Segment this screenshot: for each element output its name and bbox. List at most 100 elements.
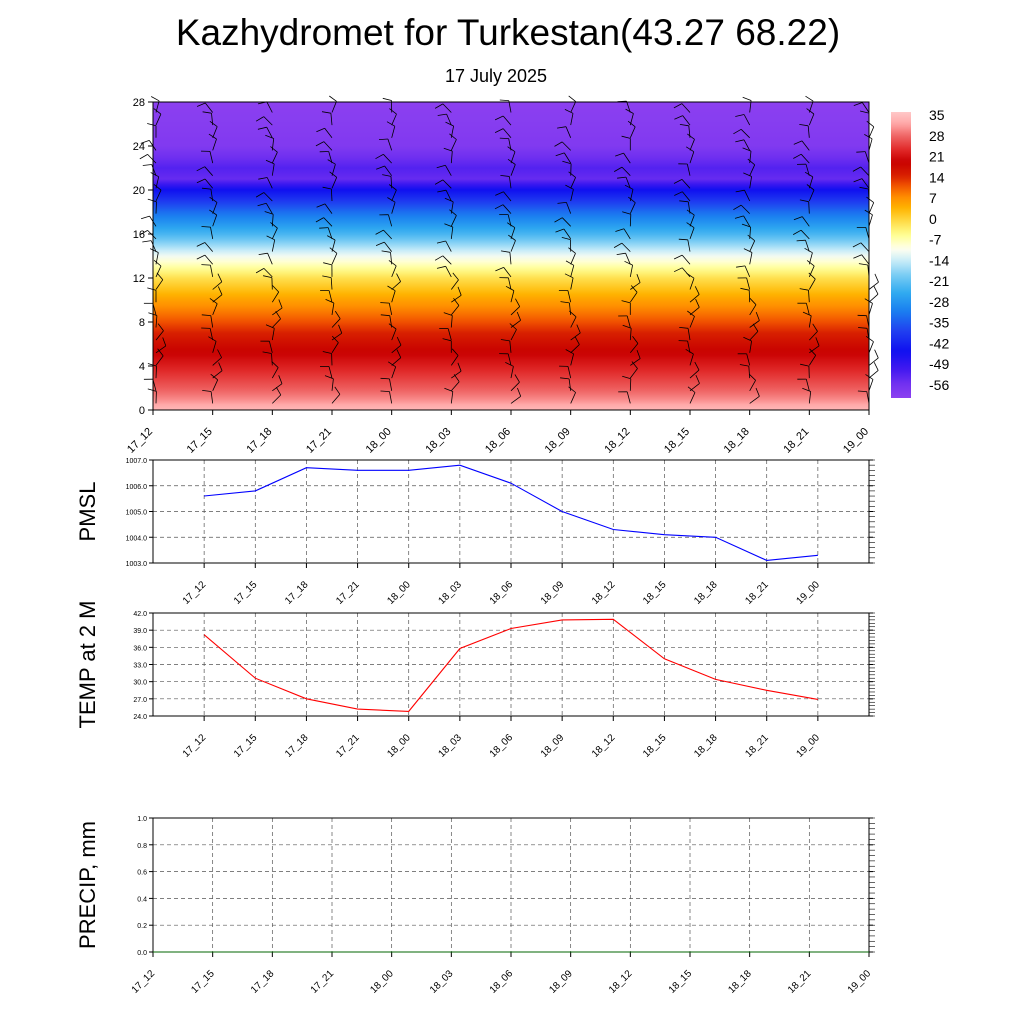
- x-tick-label: 17_21: [304, 426, 334, 456]
- wind-barb: [272, 307, 283, 316]
- wind-barb-feather: [860, 110, 869, 114]
- wind-barb-feather: [315, 217, 324, 223]
- wind-barb-feather: [375, 241, 385, 246]
- wind-barb-feather: [678, 238, 688, 241]
- wind-barb-feather: [388, 260, 397, 267]
- wind-barb-feather: [793, 140, 803, 145]
- wind-barb-feather: [449, 209, 457, 216]
- wind-barb: [503, 267, 512, 278]
- wind-barb-feather: [616, 252, 626, 255]
- wind-barb: [388, 214, 393, 227]
- wind-barb-feather: [793, 216, 803, 221]
- wind-barb: [445, 266, 452, 278]
- colorbar-label: 28: [929, 128, 945, 144]
- wind-barb-feather: [329, 247, 338, 254]
- wind-barb-feather: [278, 375, 283, 384]
- wind-barb-feather: [147, 388, 157, 392]
- wind-barb-feather: [560, 377, 570, 380]
- wind-barb-feather: [500, 339, 510, 342]
- wind-barb: [323, 141, 333, 151]
- wind-barb-feather: [808, 272, 816, 280]
- wind-barb: [749, 304, 757, 316]
- x-tick-label: 19_00: [795, 579, 823, 607]
- x-tick-label: 18_12: [607, 968, 635, 996]
- x-tick-label: 18_09: [539, 579, 567, 607]
- wind-barb-feather: [387, 361, 396, 368]
- x-tick-label: 18_18: [726, 968, 754, 996]
- wind-barb-feather: [799, 124, 809, 127]
- wind-barb: [808, 355, 817, 366]
- colorbar-label: 21: [929, 149, 945, 165]
- wind-barb-feather: [873, 286, 879, 295]
- wind-barb-feather: [434, 179, 444, 185]
- wind-barb: [749, 395, 760, 404]
- wind-barb-feather: [874, 349, 879, 359]
- wind-barb-feather: [331, 335, 339, 343]
- wind-barb: [689, 353, 694, 366]
- wind-barb: [687, 340, 691, 353]
- wind-barb: [868, 138, 873, 151]
- wind-barb-feather: [443, 147, 453, 152]
- wind-barb-feather: [149, 248, 159, 253]
- wind-barb: [749, 240, 756, 252]
- wind-barb-feather: [864, 134, 873, 140]
- wind-barb: [391, 126, 396, 138]
- wind-barb: [687, 201, 691, 214]
- wind-barb-feather: [375, 153, 384, 160]
- x-tick-label: 19_00: [795, 732, 823, 760]
- wind-barb: [510, 164, 516, 176]
- wind-barb: [567, 366, 572, 379]
- wind-barb-feather: [516, 311, 521, 321]
- x-tick-label: 17_21: [334, 732, 362, 760]
- wind-barb-feather: [316, 127, 325, 133]
- wind-barb: [749, 320, 760, 328]
- wind-barb: [155, 355, 164, 366]
- wind-barb: [808, 100, 814, 113]
- wind-barb: [155, 189, 162, 202]
- wind-barb-feather: [622, 375, 631, 380]
- wind-barb-feather: [873, 362, 879, 371]
- y-tick-label: 36.0: [133, 645, 147, 652]
- wind-barb: [629, 113, 634, 126]
- wind-barb-feather: [196, 102, 206, 107]
- wind-barb: [147, 230, 157, 240]
- wind-barb-feather: [142, 164, 152, 166]
- wind-barb-feather: [147, 363, 157, 367]
- wind-barb-feather: [686, 209, 695, 216]
- wind-barb: [568, 378, 572, 391]
- wind-barb-feather: [622, 324, 632, 329]
- wind-barb-feather: [257, 202, 267, 207]
- wind-barb-feather: [275, 386, 282, 396]
- colorbar-bar: [891, 112, 911, 398]
- wind-barb: [749, 151, 752, 164]
- wind-barb-feather: [742, 147, 752, 152]
- wind-barb: [749, 226, 751, 239]
- wind-barb-feather: [741, 223, 751, 228]
- x-tick-label: 18_12: [590, 732, 618, 760]
- wind-barb: [868, 281, 879, 290]
- wind-barb-feather: [386, 121, 395, 127]
- wind-barb: [391, 113, 397, 126]
- wind-barb-feather: [752, 323, 759, 332]
- wind-barb-feather: [805, 95, 814, 102]
- wind-barb: [570, 113, 574, 126]
- wind-barb-feather: [674, 115, 683, 120]
- y-tick-label: 0.0: [137, 950, 147, 957]
- wind-barb: [331, 101, 337, 113]
- wind-barb-feather: [815, 337, 820, 346]
- wind-barb-feather: [436, 164, 446, 169]
- wind-barb: [808, 201, 810, 214]
- wind-barb: [570, 101, 577, 113]
- wind-barb-feather: [562, 160, 572, 165]
- wind-barb: [450, 279, 459, 290]
- wind-barb-feather: [554, 141, 563, 147]
- x-tick-label: 17_21: [309, 968, 337, 996]
- wind-barb-feather: [495, 191, 504, 196]
- wind-barb-feather: [806, 260, 815, 267]
- wind-barb-feather: [865, 335, 874, 343]
- wind-barb-feather: [515, 298, 521, 307]
- wind-barb-feather: [507, 146, 516, 153]
- wind-barb: [390, 252, 393, 265]
- wind-barb: [271, 239, 276, 252]
- wind-barb-feather: [743, 336, 752, 342]
